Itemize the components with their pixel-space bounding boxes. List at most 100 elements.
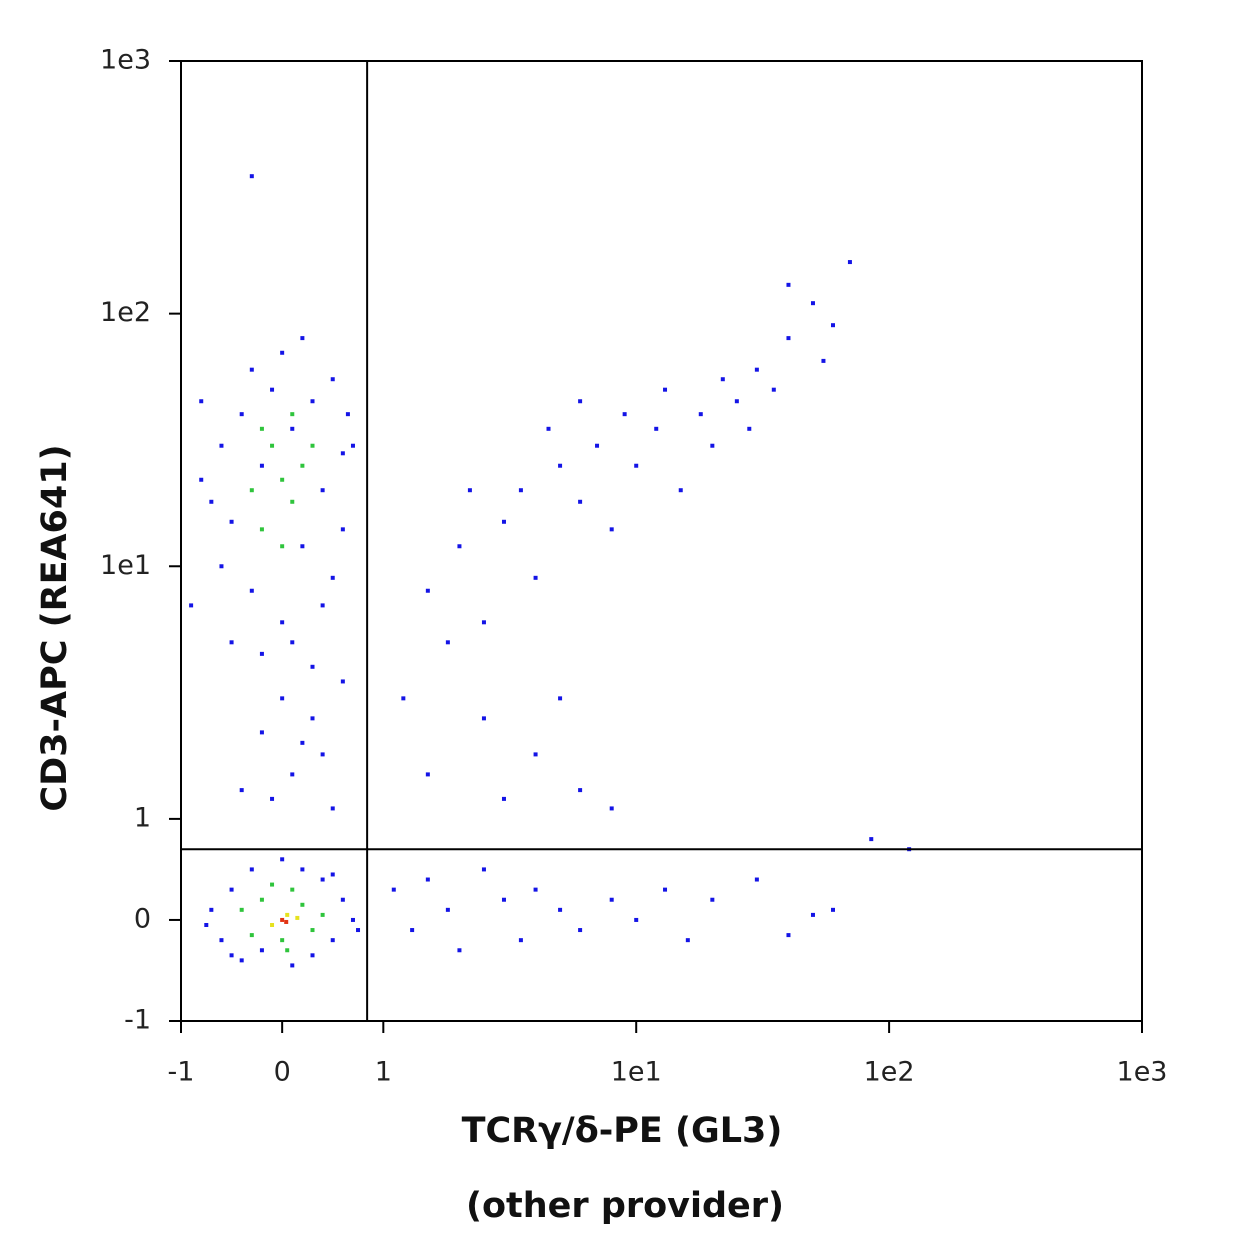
- y-tick-label: 1e2: [100, 297, 151, 328]
- event-dot: [280, 857, 285, 862]
- event-dot: [229, 887, 234, 892]
- event-dot: [425, 772, 430, 777]
- event-dot: [578, 399, 583, 404]
- event-dot: [622, 412, 627, 417]
- event-dot: [720, 377, 725, 382]
- event-dot: [578, 928, 583, 933]
- event-dot: [280, 938, 285, 943]
- event-dot: [425, 877, 430, 882]
- event-dot: [558, 463, 563, 468]
- event-dot: [821, 358, 826, 363]
- event-dot: [391, 887, 396, 892]
- event-dot: [810, 912, 815, 917]
- event-dot: [285, 912, 290, 917]
- event-dot: [270, 443, 275, 448]
- event-dot: [229, 519, 234, 524]
- event-dot: [410, 928, 415, 933]
- event-dot: [219, 938, 224, 943]
- y-tick-label: 1e1: [100, 550, 151, 581]
- x-tick-label: -1: [168, 1057, 195, 1088]
- event-dot: [847, 260, 852, 265]
- event-dot: [445, 640, 450, 645]
- event-dot: [295, 915, 300, 920]
- event-dot: [239, 412, 244, 417]
- event-dot: [189, 603, 194, 608]
- x-axis-label: TCRγ/δ-PE (GL3): [462, 1111, 783, 1151]
- event-dot: [290, 640, 295, 645]
- event-dot: [533, 887, 538, 892]
- event-dot: [300, 740, 305, 745]
- event-dot: [249, 933, 254, 938]
- event-dot: [340, 897, 345, 902]
- event-dot: [330, 806, 335, 811]
- event-dot: [340, 679, 345, 684]
- event-dot: [280, 917, 285, 922]
- event-dot: [259, 651, 264, 656]
- event-dot: [249, 488, 254, 493]
- event-dot: [330, 872, 335, 877]
- event-dot: [320, 603, 325, 608]
- event-dot: [609, 527, 614, 532]
- event-dot: [518, 488, 523, 493]
- event-dot: [518, 938, 523, 943]
- event-dot: [300, 544, 305, 549]
- event-dot: [356, 928, 361, 933]
- event-dot: [270, 882, 275, 887]
- event-dot: [710, 443, 715, 448]
- event-dot: [350, 917, 355, 922]
- event-dot: [457, 948, 462, 953]
- y-axis-label: CD3-APC (REA641): [35, 444, 75, 811]
- event-dot: [249, 588, 254, 593]
- event-dot: [330, 938, 335, 943]
- event-dot: [259, 463, 264, 468]
- event-dot: [229, 953, 234, 958]
- event-dot: [290, 772, 295, 777]
- event-dot: [310, 443, 315, 448]
- x-tick-label: 1e2: [864, 1057, 915, 1088]
- x-tick-label: 1: [375, 1057, 392, 1088]
- event-dot: [300, 902, 305, 907]
- event-dot: [457, 544, 462, 549]
- points: [189, 174, 912, 968]
- event-dot: [445, 907, 450, 912]
- event-dot: [249, 174, 254, 179]
- event-dot: [467, 488, 472, 493]
- event-dot: [634, 917, 639, 922]
- event-dot: [219, 564, 224, 569]
- event-dot: [280, 620, 285, 625]
- event-dot: [320, 877, 325, 882]
- event-dot: [310, 716, 315, 721]
- event-dot: [786, 933, 791, 938]
- event-dot: [280, 544, 285, 549]
- event-dot: [270, 387, 275, 392]
- event-dot: [290, 426, 295, 431]
- event-dot: [558, 907, 563, 912]
- event-dot: [209, 499, 214, 504]
- event-dot: [345, 412, 350, 417]
- event-dot: [310, 928, 315, 933]
- x-axis-note: (other provider): [466, 1186, 784, 1226]
- plot-frame: [180, 60, 1143, 1022]
- event-dot: [786, 336, 791, 341]
- event-dot: [634, 463, 639, 468]
- event-dot: [259, 730, 264, 735]
- event-dot: [300, 336, 305, 341]
- event-dot: [249, 367, 254, 372]
- event-dot: [219, 443, 224, 448]
- event-dot: [734, 399, 739, 404]
- event-dot: [280, 350, 285, 355]
- event-dot: [270, 923, 275, 927]
- event-dot: [259, 527, 264, 532]
- event-dot: [698, 412, 703, 417]
- axes: -1 0 1 1e1 1e2 1e3 -1 0 1 1e1 1e2 1e3: [100, 45, 1167, 1088]
- event-dot: [310, 664, 315, 669]
- event-dot: [869, 837, 874, 842]
- event-dot: [290, 499, 295, 504]
- x-tick-label: 1e1: [611, 1057, 662, 1088]
- event-dot: [425, 588, 430, 593]
- event-dot: [300, 463, 305, 468]
- event-dot: [320, 912, 325, 917]
- event-dot: [285, 948, 290, 953]
